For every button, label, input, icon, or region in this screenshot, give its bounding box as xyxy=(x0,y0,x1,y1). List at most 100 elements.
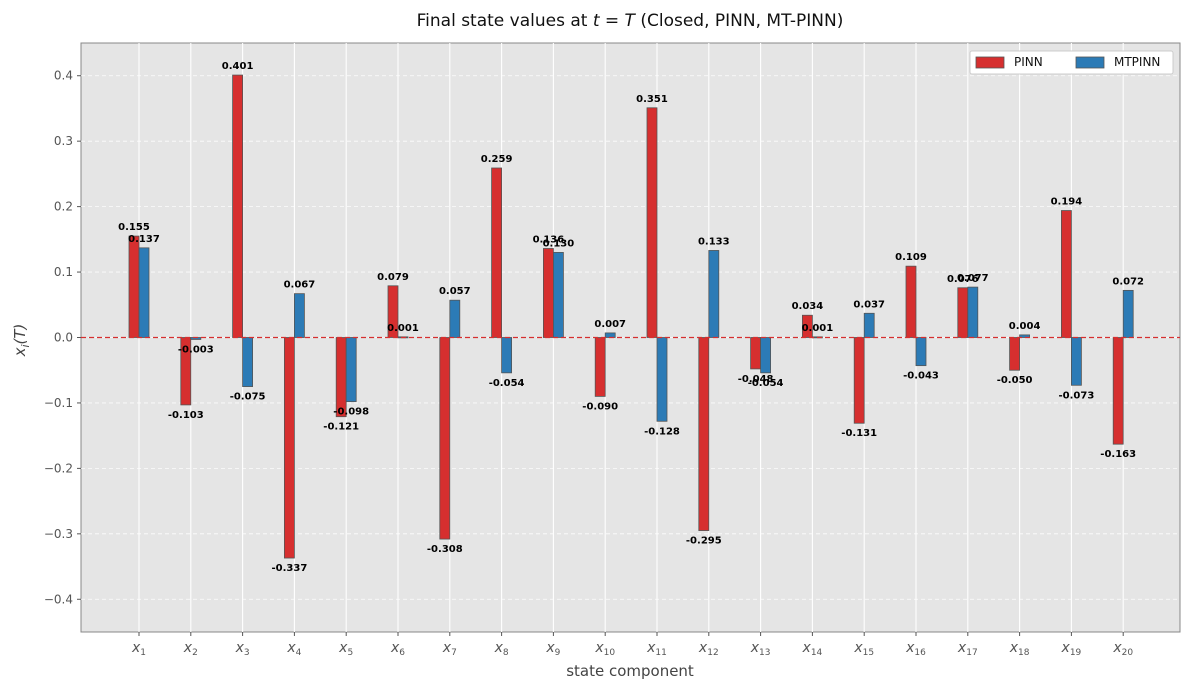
data-label-mtpinn: -0.098 xyxy=(333,407,369,418)
bar-mtpinn xyxy=(915,337,927,367)
data-label-mtpinn: 0.004 xyxy=(1009,321,1041,332)
data-label-pinn: -0.121 xyxy=(323,422,359,433)
x-tick-label: x12 xyxy=(698,640,719,658)
data-label-mtpinn: 0.133 xyxy=(698,236,730,247)
data-label-pinn: 0.034 xyxy=(792,301,824,312)
x-tick-label: x11 xyxy=(646,640,667,658)
y-tick-label: −0.4 xyxy=(44,592,73,606)
bar-mtpinn xyxy=(345,337,357,403)
data-label-pinn: 0.079 xyxy=(377,272,409,283)
bar-mtpinn xyxy=(293,293,305,338)
data-label-mtpinn: 0.001 xyxy=(387,323,419,334)
bar-pinn xyxy=(283,337,295,559)
x-tick-label: x10 xyxy=(594,640,615,658)
y-axis-ticks: −0.4 −0.3 −0.2 −0.1 0.0 0.1 0.2 0.3 0.4 xyxy=(44,69,81,606)
x-axis-ticks: x1 x2 x3 x4 x5 x6 x7 x8 x9 x10 x11 x12 x13 x14 x15 x16 x… xyxy=(131,632,1133,658)
y-tick-label: −0.2 xyxy=(44,461,73,475)
data-label-pinn: -0.090 xyxy=(582,401,618,412)
x-tick-label: x19 xyxy=(1061,640,1082,658)
bar-mtpinn xyxy=(553,252,564,338)
data-label-mtpinn: 0.072 xyxy=(1112,276,1144,287)
bar-mtpinn xyxy=(967,286,979,338)
bar-pinn xyxy=(594,337,606,397)
x-tick-label: x1 xyxy=(131,640,146,658)
data-label-mtpinn: -0.128 xyxy=(644,426,680,437)
data-label-pinn: -0.308 xyxy=(427,544,463,555)
data-label-mtpinn: 0.007 xyxy=(594,319,626,330)
y-tick-label: 0.2 xyxy=(54,200,73,214)
bar-mtpinn xyxy=(656,337,668,422)
bar-pinn xyxy=(646,107,658,338)
data-label-mtpinn: 0.077 xyxy=(957,273,989,284)
data-label-pinn: 0.155 xyxy=(118,222,150,233)
data-label-mtpinn: 0.037 xyxy=(853,299,885,310)
bar-mtpinn xyxy=(242,337,254,387)
x-tick-label: x13 xyxy=(750,640,771,658)
bar-pinn xyxy=(543,248,554,338)
bar-pinn xyxy=(128,235,140,338)
bar-pinn xyxy=(853,337,865,424)
bar-pinn xyxy=(905,265,917,338)
data-label-mtpinn: 0.057 xyxy=(439,286,471,297)
data-label-pinn: -0.163 xyxy=(1100,449,1136,460)
data-label-pinn: -0.048 xyxy=(738,374,774,385)
bar-mtpinn xyxy=(1122,289,1134,338)
x-tick-label: x2 xyxy=(183,640,198,658)
legend: PINN MTPINN xyxy=(969,50,1174,75)
x-tick-label: x15 xyxy=(853,640,874,658)
bar-mtpinn xyxy=(138,247,150,338)
x-tick-label: x18 xyxy=(1009,640,1030,658)
y-tick-label: 0.0 xyxy=(54,331,73,345)
legend-swatch-pinn xyxy=(975,56,1005,69)
x-tick-label: x7 xyxy=(442,640,457,658)
bar-pinn xyxy=(750,337,761,370)
data-label-mtpinn: -0.003 xyxy=(178,344,214,355)
data-label-pinn: 0.351 xyxy=(636,94,668,105)
data-label-mtpinn: -0.043 xyxy=(903,371,939,382)
data-label-mtpinn: -0.075 xyxy=(230,392,266,403)
x-tick-label: x14 xyxy=(802,640,823,658)
x-tick-label: x6 xyxy=(390,640,405,658)
data-labels: 0.155 -0.103 0.401 -0.337 -0.121 0.079 -0.308 0… xyxy=(118,61,1144,574)
x-tick-label: x5 xyxy=(338,640,353,658)
bar-pinn xyxy=(1061,210,1072,338)
y-tick-label: 0.3 xyxy=(54,134,73,148)
data-label-pinn: 0.401 xyxy=(222,61,254,72)
data-label-pinn: -0.295 xyxy=(686,536,722,547)
bar-mtpinn xyxy=(501,337,513,374)
bar-mtpinn xyxy=(708,250,720,338)
x-tick-label: x17 xyxy=(957,640,978,658)
bar-pinn xyxy=(335,337,347,418)
data-label-mtpinn: 0.067 xyxy=(284,280,316,291)
x-tick-label: x8 xyxy=(494,640,509,658)
x-axis-title: state component xyxy=(566,662,694,680)
bar-mtpinn xyxy=(604,332,616,338)
y-tick-label: 0.1 xyxy=(54,265,73,279)
bar-mtpinn xyxy=(863,312,875,338)
data-label-mtpinn: 0.001 xyxy=(802,323,834,334)
data-label-mtpinn: -0.054 xyxy=(489,378,525,389)
bar-pinn xyxy=(698,337,710,531)
legend-label-pinn: PINN xyxy=(1014,55,1043,69)
legend-swatch-mtpinn xyxy=(1075,56,1105,69)
bar-mtpinn xyxy=(1071,337,1082,386)
data-label-pinn: 0.259 xyxy=(481,154,513,165)
x-tick-label: x4 xyxy=(286,640,301,658)
bar-mtpinn xyxy=(449,299,461,338)
bar-pinn xyxy=(439,337,451,540)
chart-title: Final state values at t = T (Closed, PIN… xyxy=(417,11,844,31)
data-label-mtpinn: 0.130 xyxy=(543,238,575,249)
bars xyxy=(128,74,1134,559)
x-tick-label: x9 xyxy=(545,640,560,658)
x-tick-label: x16 xyxy=(905,640,926,658)
y-tick-label: 0.4 xyxy=(54,69,73,83)
bar-mtpinn xyxy=(760,337,771,374)
bar-mtpinn xyxy=(1019,334,1030,338)
data-label-pinn: 0.194 xyxy=(1051,197,1083,208)
data-label-pinn: 0.076 xyxy=(947,274,979,285)
bar-pinn xyxy=(957,287,969,338)
data-label-pinn: 0.136 xyxy=(533,234,565,245)
data-label-pinn: -0.337 xyxy=(272,563,308,574)
data-label-pinn: 0.109 xyxy=(895,252,927,263)
